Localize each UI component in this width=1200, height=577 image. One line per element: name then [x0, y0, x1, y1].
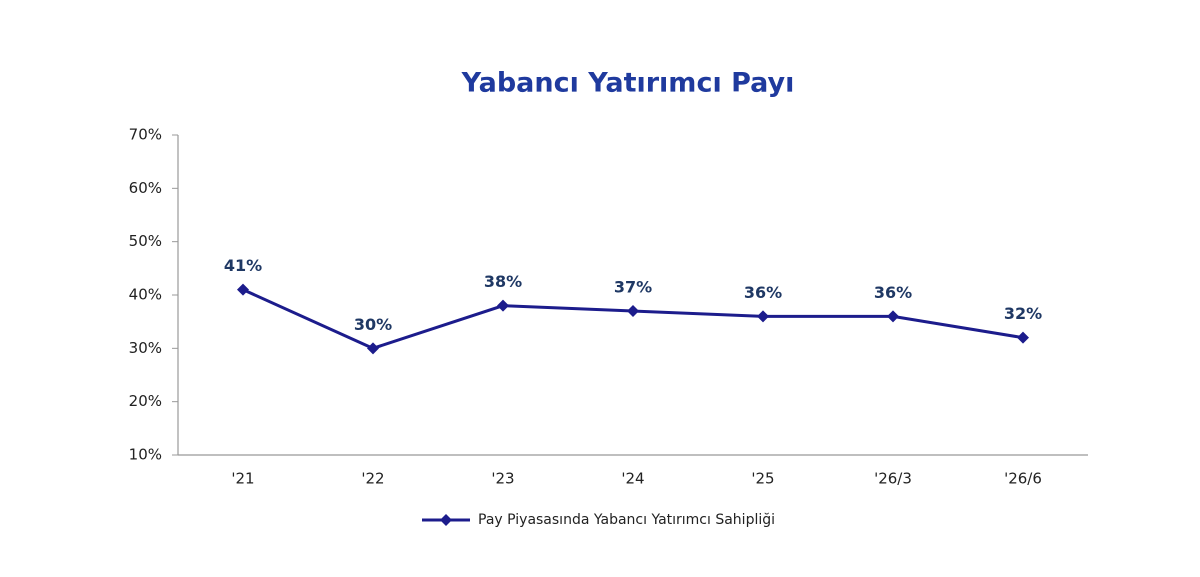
- data-label: 38%: [484, 272, 522, 291]
- legend-label: Pay Piyasasında Yabancı Yatırımcı Sahipl…: [478, 512, 775, 528]
- marker: [1017, 331, 1029, 344]
- x-tick-label: '22: [361, 470, 384, 488]
- data-label: 32%: [1004, 304, 1042, 323]
- data-label: 37%: [614, 278, 652, 297]
- x-tick-label: '26/6: [1004, 470, 1042, 488]
- y-tick-label: 60%: [129, 179, 162, 197]
- x-tick-label: '23: [491, 470, 514, 488]
- y-tick-label: 20%: [129, 392, 162, 410]
- y-tick-label: 50%: [129, 232, 162, 250]
- y-tick-label: 70%: [129, 126, 162, 144]
- y-tick-label: 30%: [129, 339, 162, 357]
- data-label: 30%: [354, 315, 392, 334]
- marker: [757, 310, 769, 323]
- legend-marker: [440, 514, 452, 526]
- data-label: 36%: [744, 283, 782, 302]
- data-label: 36%: [874, 283, 912, 302]
- data-label: 41%: [224, 256, 262, 275]
- x-tick-label: '24: [621, 470, 644, 488]
- y-tick-label: 10%: [129, 446, 162, 464]
- marker: [887, 310, 899, 323]
- marker: [627, 305, 639, 317]
- y-tick-label: 40%: [129, 286, 162, 304]
- chart-title: Yabancı Yatırımcı Payı: [461, 68, 795, 99]
- x-tick-label: '25: [751, 470, 774, 488]
- x-tick-label: '21: [231, 470, 254, 488]
- marker: [497, 299, 509, 312]
- marker: [237, 283, 249, 296]
- marker: [367, 342, 379, 355]
- x-tick-label: '26/3: [874, 470, 912, 488]
